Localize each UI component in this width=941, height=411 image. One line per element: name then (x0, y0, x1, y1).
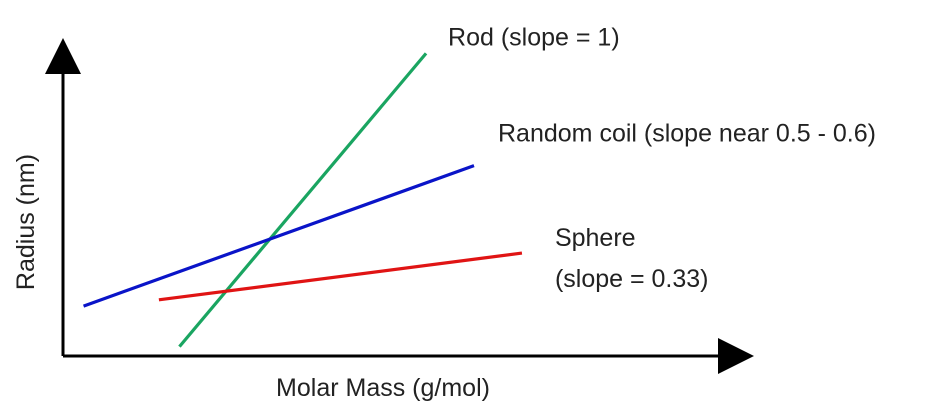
series-line-sphere (158, 251, 523, 302)
y-axis-title: Radius (nm) (12, 154, 40, 290)
series-label-rod-1: Rod (slope = 1) (448, 23, 620, 51)
series-layer (83, 52, 523, 348)
series-label-sphere-1: Sphere (555, 224, 636, 252)
x-axis-title: Molar Mass (g/mol) (276, 374, 490, 402)
series-line-coil (83, 164, 475, 308)
series-label-coil-1: Random coil (slope near 0.5 - 0.6) (498, 120, 876, 148)
label-layer: Rod (slope = 1) Random coil (slope near 0… (448, 23, 876, 293)
series-label-sphere-2: (slope = 0.33) (555, 265, 709, 293)
series-line-rod (178, 52, 428, 348)
